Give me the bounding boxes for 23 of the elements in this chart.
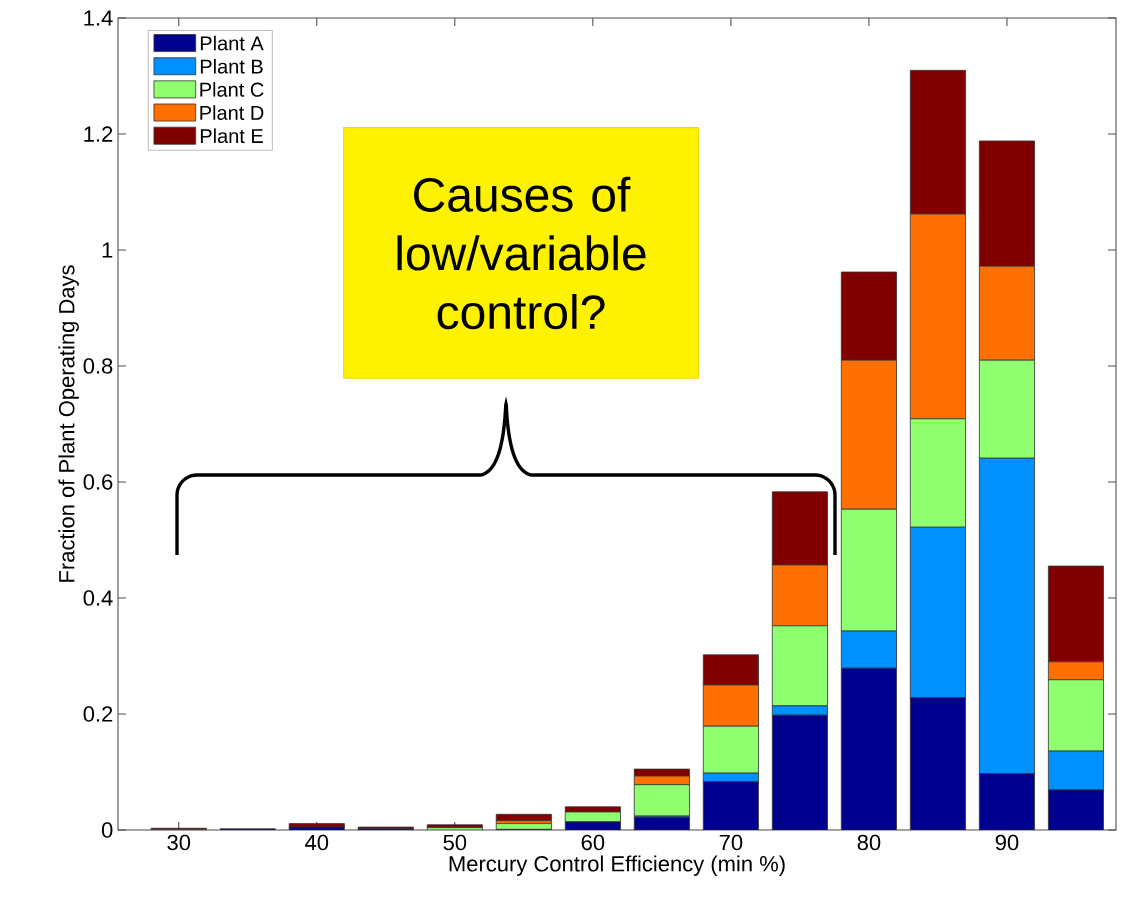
- x-tick-label: 30: [167, 834, 191, 851]
- annotation: Causes of low/variable control?: [397, 176, 646, 330]
- y-tick-label: 0.8: [83, 358, 113, 374]
- y-tick-label: 1.2: [84, 126, 113, 142]
- legend-label: Plant D: [200, 105, 264, 120]
- legend-label: Plant B: [200, 58, 263, 74]
- y-tick-label: 0.6: [83, 474, 113, 490]
- x-tick-label: 40: [305, 834, 329, 851]
- legend-label: Plant E: [200, 128, 263, 144]
- x-tick-label: 60: [581, 834, 605, 851]
- y-tick-label: 1.4: [84, 10, 113, 26]
- y-tick-label: 0.2: [83, 706, 113, 722]
- x-tick-label: 50: [443, 834, 467, 851]
- y-tick-label: 1: [102, 242, 113, 258]
- y-tick-label: 0: [101, 822, 113, 838]
- x-axis-title: Mercury Control Efficiency (min %): [449, 855, 785, 876]
- x-tick-label: 80: [857, 834, 881, 851]
- legend-label: Plant C: [200, 82, 264, 97]
- x-tick-label: 70: [719, 834, 743, 851]
- y-axis-title: Fraction of Plant Operating Days: [58, 265, 79, 582]
- x-tick-label: 90: [995, 834, 1019, 851]
- legend-label: Plant A: [200, 35, 264, 51]
- y-tick-label: 0.4: [83, 590, 113, 606]
